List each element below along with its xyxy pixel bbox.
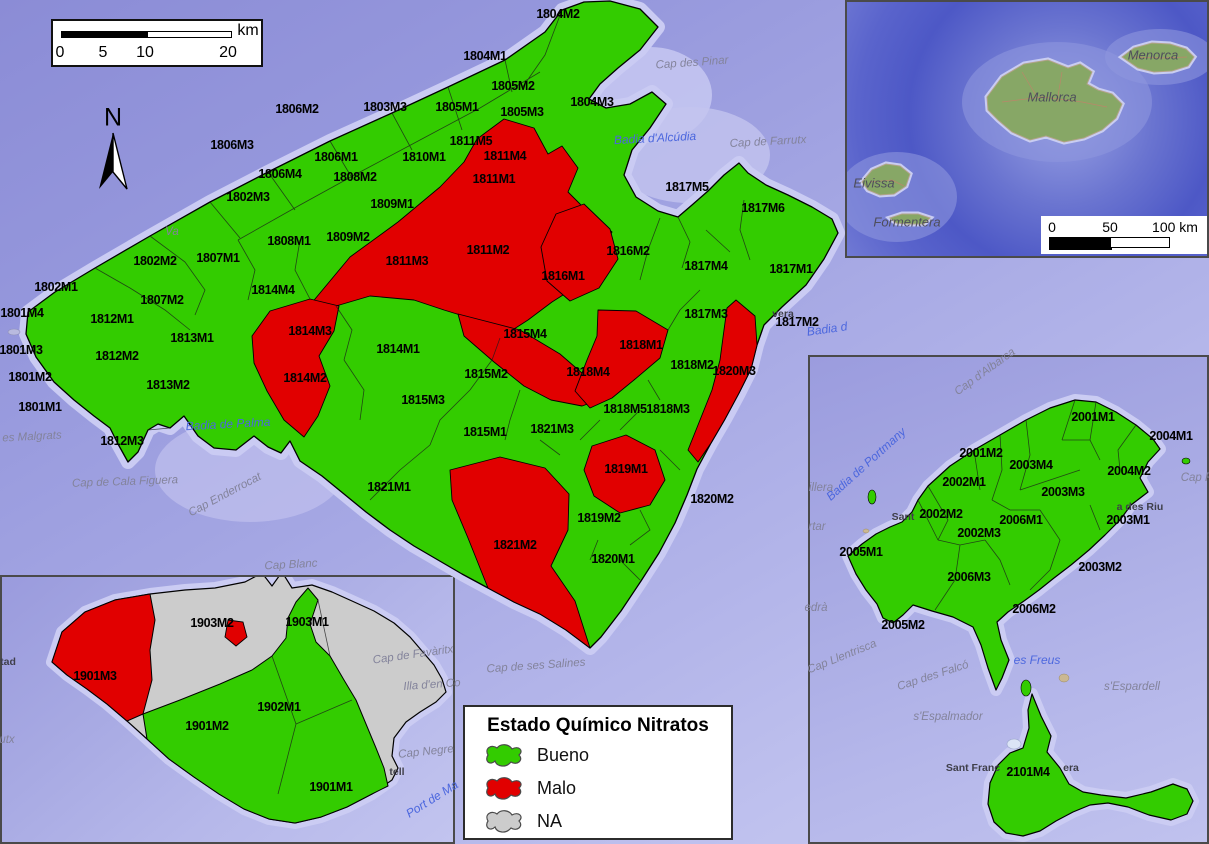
- overview-formentera: [888, 213, 931, 225]
- scalebar-black-segment: [61, 31, 147, 38]
- islet-freus: [1020, 679, 1032, 697]
- zone-area-1815M4: [457, 313, 611, 407]
- overview-scalebar-white-segment: [1110, 237, 1170, 248]
- legend-title: Estado Químico Nitratos: [487, 715, 709, 736]
- islet-espalmador: [1058, 673, 1070, 683]
- zone-area-1818M1-1818M4: [574, 309, 669, 409]
- north-arrow-right-half: [112, 132, 128, 190]
- zone-area-1901M3: [51, 593, 156, 722]
- islet-dragonera: [7, 328, 21, 336]
- legend-box: Estado Químico Nitratos Bueno Malo NA: [463, 705, 733, 840]
- overview-eivissa: [861, 163, 911, 196]
- ibiza-formentera-inset: [808, 355, 1209, 844]
- overview-roads: [869, 56, 1188, 187]
- legend-item-bueno: Bueno: [481, 740, 731, 770]
- overview-inset-balearics: [845, 0, 1209, 258]
- formentera-lagoon: [1006, 738, 1022, 750]
- menorca-inset: [0, 575, 455, 844]
- legend-items: Bueno Malo NA: [465, 740, 731, 836]
- north-arrow: [90, 104, 138, 199]
- main-scalebar: [51, 19, 263, 67]
- north-arrow-left-half: [99, 133, 113, 189]
- zone-area-1903M2: [224, 619, 248, 647]
- zone-area-1820M3-1817M2: [687, 299, 758, 463]
- islet-bosc: [862, 528, 870, 534]
- legend-label-bueno: Bueno: [537, 744, 590, 765]
- islet-tagomago: [1181, 457, 1191, 465]
- zone-area-1816M1: [540, 203, 619, 302]
- islet-malgrats: [18, 349, 26, 355]
- legend-item-malo: Malo: [481, 773, 731, 803]
- overview-svg: [847, 29, 1207, 242]
- mallorca-island: [25, 0, 839, 649]
- legend-label-na: NA: [537, 810, 563, 831]
- zone-area-1901-1902-1903M1: [142, 587, 389, 824]
- overview-menorca: [1121, 42, 1195, 73]
- malo-zones-mallorca: [251, 118, 758, 649]
- scalebar-white-segment: [147, 31, 232, 38]
- overview-islands: [861, 42, 1195, 225]
- legend-swatch-malo: [486, 777, 522, 800]
- ibiza-svg: [842, 394, 1199, 842]
- zone-area-1819M1: [583, 434, 666, 514]
- north-arrow-svg: [99, 132, 128, 190]
- legend-label-malo: Malo: [537, 777, 577, 798]
- mallorca-zone-boundaries: [94, 9, 751, 581]
- eivissa-island: [847, 399, 1161, 691]
- islet-conillera: [867, 489, 877, 505]
- menorca-svg: [46, 577, 452, 829]
- overview-mallorca: [986, 59, 1123, 143]
- legend-swatch-bueno: [486, 744, 522, 767]
- formentera-island: [987, 693, 1194, 837]
- zone-area-1821M2: [449, 456, 591, 649]
- legend-item-na: NA: [481, 806, 731, 836]
- menorca-zone-boundaries: [271, 599, 353, 795]
- overview-scalebar-black-segment: [1049, 237, 1112, 250]
- overview-scalebar: [1041, 216, 1207, 254]
- ibiza-zone-boundaries: [917, 399, 1137, 611]
- legend-swatch-na: [486, 810, 522, 833]
